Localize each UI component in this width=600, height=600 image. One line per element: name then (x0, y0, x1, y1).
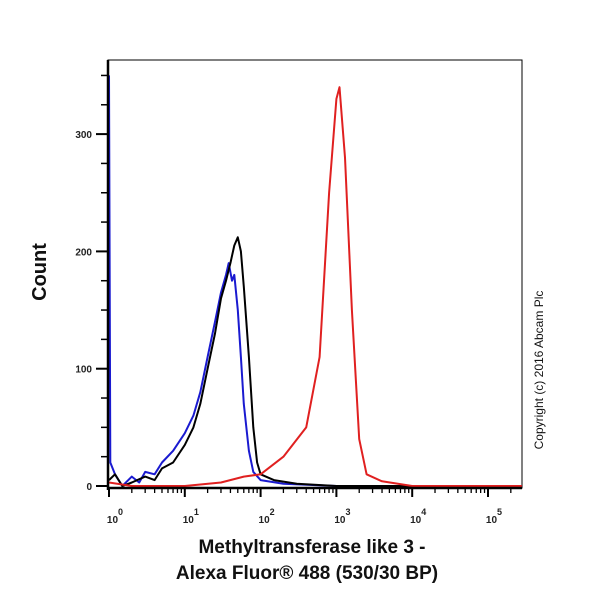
plot-frame (107, 59, 523, 489)
series-line-1 (108, 236, 522, 487)
x-axis-label-line2: Alexa Fluor® 488 (530/30 BP) (176, 563, 438, 584)
y-tick-label: 0 (86, 482, 92, 493)
y-tick-label: 100 (75, 365, 92, 376)
x-tick-label: 102 (259, 507, 275, 526)
x-tick-label: 105 (486, 507, 502, 526)
x-tick-label: 100 (107, 507, 123, 526)
x-tick-label: 101 (183, 507, 199, 526)
x-tick-label: 103 (334, 507, 350, 526)
series-line-2 (108, 86, 522, 487)
series-group (108, 75, 522, 487)
y-tick-label: 200 (75, 247, 92, 258)
series-line-0 (108, 75, 522, 487)
axes-group: 0 100 200 300 100 101 102 103 104 105 (75, 60, 522, 526)
x-axis-label-line1: Methyltransferase like 3 - (198, 537, 425, 558)
copyright-watermark: Copyright (c) 2016 Abcam Plc (532, 291, 546, 450)
x-tick-label: 104 (410, 507, 426, 526)
y-axis-label: Count (29, 243, 51, 301)
y-tick-label: 300 (75, 130, 92, 141)
